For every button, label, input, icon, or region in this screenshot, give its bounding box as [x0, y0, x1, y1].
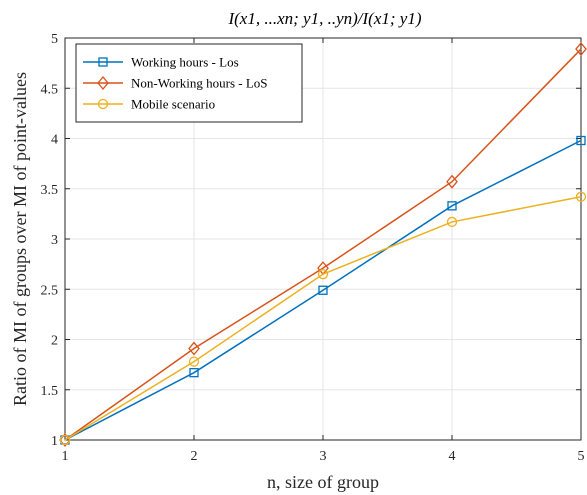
series-group [59, 42, 587, 448]
y-tick-label: 1.5 [41, 384, 59, 399]
data-point [446, 216, 458, 228]
chart-title: I(x1, ...xn; y1, ..yn)/I(x1; y1) [227, 9, 421, 28]
legend-label: Working hours - Los [131, 55, 239, 70]
legend-item: Mobile scenario [83, 97, 215, 112]
y-tick-label: 4.5 [41, 82, 59, 97]
series-line [64, 196, 582, 441]
y-tick-label: 3 [51, 233, 58, 248]
data-point [575, 191, 587, 202]
series-3 [59, 191, 587, 446]
x-tick-label: 2 [191, 449, 198, 464]
x-tick-label: 3 [320, 449, 327, 464]
legend-label: Non-Working hours - LoS [131, 76, 268, 91]
legend-item: Non-Working hours - LoS [83, 76, 268, 91]
legend-marker [97, 98, 109, 110]
x-tick-label: 5 [578, 449, 585, 464]
y-tick-label: 5 [51, 32, 58, 47]
ticks: 1 2 3 4 5 1 1.5 2 2.5 3 3.5 4 4.5 5 [41, 32, 585, 464]
y-tick-label: 4 [51, 133, 58, 148]
legend-marker [98, 57, 108, 67]
data-point [188, 356, 200, 367]
y-tick-label: 3.5 [41, 183, 59, 198]
data-point [447, 201, 457, 211]
series-1 [60, 135, 586, 445]
legend-item: Working hours - Los [83, 55, 239, 70]
data-point [575, 42, 587, 57]
data-point [318, 285, 328, 295]
legend: Working hours - Los Non-Working hours - L… [75, 43, 303, 123]
y-axis-title: Ratio of MI of groups over MI of point-v… [10, 72, 30, 406]
data-point [446, 174, 458, 189]
data-point [189, 368, 199, 378]
data-point [317, 269, 329, 280]
legend-label: Mobile scenario [131, 97, 215, 112]
legend-marker [97, 75, 109, 91]
x-tick-label: 1 [62, 449, 69, 464]
data-point [59, 434, 71, 446]
y-tick-label: 2.5 [41, 283, 59, 298]
series-2 [59, 42, 587, 448]
data-point [188, 341, 200, 356]
series-line [64, 139, 582, 441]
y-tick-label: 1 [51, 434, 58, 449]
y-tick-label: 2 [51, 334, 58, 349]
x-axis-title: n, size of group [267, 472, 379, 492]
series-line [64, 48, 582, 441]
data-point [576, 135, 586, 146]
x-tick-label: 4 [449, 449, 456, 464]
